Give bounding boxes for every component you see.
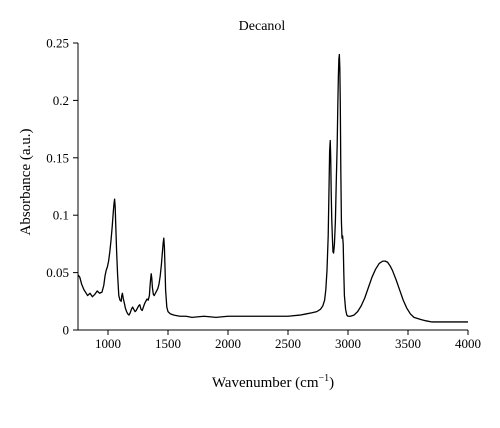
x-axis-label-main: Wavenumber (cm bbox=[212, 375, 319, 391]
y-tick-label: 0.15 bbox=[46, 150, 69, 165]
x-axis-label: Wavenumber (cm−1) bbox=[212, 373, 334, 391]
series-group bbox=[77, 53, 468, 323]
series-line-1 bbox=[77, 53, 468, 323]
x-tick-label: 2500 bbox=[275, 336, 301, 351]
y-axis-label-group: Absorbance (a.u.) bbox=[18, 128, 34, 235]
x-axis-label-close: ) bbox=[329, 375, 334, 391]
y-tick-label: 0.25 bbox=[46, 36, 69, 51]
x-axis-label-superscript: −1 bbox=[319, 373, 330, 384]
x-tick-label: 3500 bbox=[395, 336, 421, 351]
chart-title: Decanol bbox=[239, 19, 286, 34]
ticks: 1000 1500 2000 2500 3000 3500 4000 0 0.05 0.1 0.15… bbox=[46, 36, 481, 352]
y-axis-label: Absorbance (a.u.) bbox=[18, 128, 34, 235]
y-tick-label: 0.1 bbox=[53, 208, 69, 223]
x-tick-label: 3000 bbox=[335, 336, 361, 351]
x-tick-label: 1500 bbox=[155, 336, 181, 351]
x-tick-label: 2000 bbox=[215, 336, 241, 351]
y-tick-label: 0 bbox=[63, 323, 70, 338]
axes bbox=[77, 43, 468, 331]
x-tick-label: 1000 bbox=[95, 336, 121, 351]
y-tick-label: 0.2 bbox=[53, 93, 69, 108]
y-tick-label: 0.05 bbox=[46, 265, 69, 280]
x-tick-label: 4000 bbox=[455, 336, 481, 351]
